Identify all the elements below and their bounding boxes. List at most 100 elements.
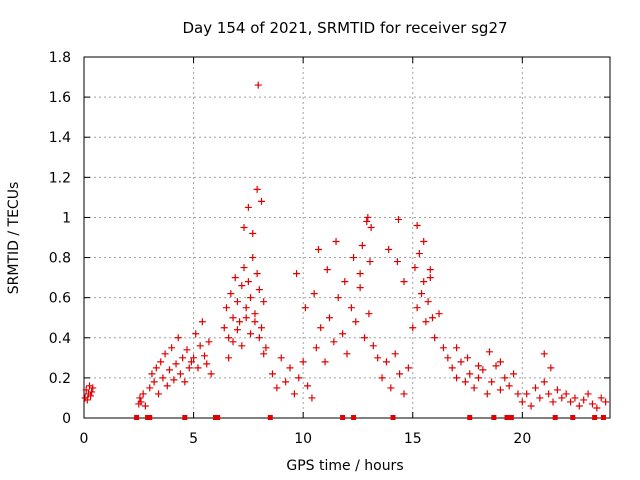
data-point [251,310,259,318]
data-point [181,378,189,386]
gap-marker [215,415,221,420]
data-point [545,390,553,398]
data-point [139,390,147,398]
data-point [580,396,588,404]
data-point [411,264,419,272]
data-point [364,213,372,221]
gap-marker [390,415,396,420]
data-point [201,352,209,360]
y-tick-label: 1.6 [49,90,71,106]
data-point [602,398,610,406]
x-tick-label: 0 [80,431,89,447]
data-point [518,398,526,406]
data-point [332,238,340,246]
gap-marker [467,415,473,420]
data-point [229,338,237,346]
data-point [136,394,144,402]
x-tick-label: 15 [404,431,422,447]
data-point [187,358,195,366]
data-point [174,334,182,342]
y-tick-label: 1 [62,210,71,226]
data-point [236,318,244,326]
data-point [378,374,386,382]
data-point [567,398,575,406]
data-point [146,384,154,392]
data-point [400,278,408,286]
data-point [262,344,270,352]
data-point [385,246,393,254]
data-point [466,370,474,378]
data-point [593,404,601,412]
data-point [141,402,149,410]
data-point [523,390,531,398]
data-point [233,326,241,334]
data-point [247,330,255,338]
data-point [87,392,95,400]
data-point [321,358,329,366]
data-point [249,229,257,237]
data-point [453,344,461,352]
data-point [323,266,331,274]
y-tick-label: 1.4 [49,130,71,146]
data-point [330,338,338,346]
data-point [293,270,301,278]
data-point [422,318,430,326]
data-point [203,360,211,368]
data-point [225,354,233,362]
data-point [352,318,360,326]
data-point [393,258,401,266]
data-point [418,290,426,298]
data-point [420,278,428,286]
data-point [260,298,268,306]
data-point [170,376,178,384]
data-point [242,304,250,312]
gap-marker [340,415,346,420]
data-point [325,314,333,322]
data-point [479,366,487,374]
data-point [588,400,596,408]
data-point [247,294,255,302]
y-tick-label: 1.2 [49,170,71,186]
data-point [82,386,90,394]
gap-marker [491,415,497,420]
data-point [295,374,303,382]
gap-marker [182,415,188,420]
data-point [163,382,171,390]
data-point [415,250,423,258]
data-point [396,370,404,378]
y-tick-label: 0.2 [49,371,71,387]
gap-markers [134,415,606,420]
data-point [409,324,417,332]
data-point [207,370,215,378]
data-point [363,217,371,225]
data-point [549,398,557,406]
data-point [575,402,583,410]
data-point [229,314,237,322]
data-point [225,334,233,342]
data-point [444,354,452,362]
data-point [251,318,259,326]
data-point [366,258,374,266]
data-point [483,390,491,398]
data-point [255,286,263,294]
gap-marker [552,415,558,420]
data-point [308,394,316,402]
data-point [240,223,248,231]
data-point [400,390,408,398]
data-point [233,298,241,306]
data-point [510,370,518,378]
data-point [391,350,399,358]
y-tick-label: 0.6 [49,291,71,307]
x-tick-label: 20 [513,431,531,447]
data-point [315,246,323,254]
data-point [83,396,91,404]
data-point [496,358,504,366]
x-tick-label: 5 [189,431,198,447]
data-point [597,394,605,402]
data-point [227,290,235,298]
data-point [304,382,312,390]
data-point [157,358,165,366]
data-point [317,324,325,332]
data-point [505,382,513,390]
